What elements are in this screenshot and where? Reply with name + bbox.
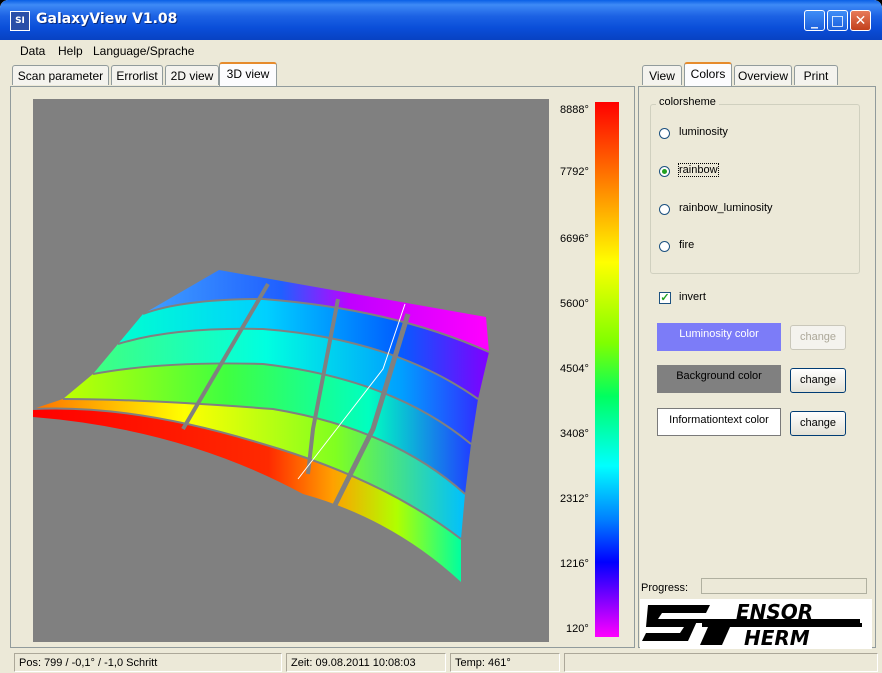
tab-print[interactable]: Print	[794, 65, 838, 85]
radio-luminosity-label[interactable]: luminosity	[679, 126, 728, 138]
tab-3d-view[interactable]: 3D view	[219, 62, 277, 86]
scale-label: 6696°	[560, 233, 589, 245]
menu-bar: Data Help Language/Sprache	[0, 40, 882, 60]
title-bar[interactable]: SI GalaxyView V1.08 _ □ ✕	[0, 0, 882, 40]
status-temperature: Temp: 461°	[450, 653, 560, 672]
background-color-swatch: Background color	[657, 365, 781, 393]
colorscheme-group	[650, 104, 860, 274]
luminosity-color-label: Luminosity color	[679, 328, 759, 340]
tab-colors[interactable]: Colors	[684, 62, 732, 86]
radio-rainbow-luminosity-label[interactable]: rainbow_luminosity	[679, 202, 773, 214]
scale-label: 8888°	[560, 104, 589, 116]
status-time: Zeit: 09.08.2011 10:08:03	[286, 653, 446, 672]
maximize-button[interactable]: □	[827, 10, 848, 31]
menu-language[interactable]: Language/Sprache	[93, 44, 195, 58]
logo-text-ensor: ENSOR	[736, 600, 813, 624]
logo-text-herm: HERM	[744, 626, 810, 649]
infotext-color-swatch: Informationtext color	[657, 408, 781, 436]
radio-fire-label[interactable]: fire	[679, 239, 695, 251]
app-icon[interactable]: SI	[10, 11, 30, 31]
radio-rainbow-label[interactable]: rainbow	[678, 163, 719, 177]
infotext-change-button[interactable]: change	[790, 411, 846, 436]
3d-view-canvas[interactable]	[32, 99, 549, 642]
tab-2d-view[interactable]: 2D view	[165, 65, 219, 85]
background-change-button[interactable]: change	[790, 368, 846, 393]
surface-row-0	[33, 408, 461, 582]
invert-checkbox[interactable]: ✓	[659, 292, 671, 304]
radio-rainbow-luminosity[interactable]	[659, 204, 670, 215]
scale-label: 2312°	[560, 493, 589, 505]
scale-label: 7792°	[560, 166, 589, 178]
surface-row-2	[63, 363, 471, 494]
status-empty	[564, 653, 878, 672]
luminosity-color-swatch: Luminosity color	[657, 323, 781, 351]
window-title: GalaxyView V1.08	[36, 11, 178, 27]
infotext-color-label: Informationtext color	[669, 414, 769, 426]
colorscheme-title: colorsheme	[656, 96, 719, 108]
menu-help[interactable]: Help	[58, 44, 83, 58]
scale-label: 3408°	[560, 428, 589, 440]
color-scale-bar	[595, 102, 619, 637]
sensortherm-logo-graphic: ENSOR HERM	[642, 600, 862, 650]
surface-row-4	[118, 299, 489, 399]
scale-label: 1216°	[560, 558, 589, 570]
status-bar: Pos: 799 / -0,1° / -1,0 Schritt Zeit: 09…	[0, 651, 882, 673]
progress-bar	[701, 578, 867, 594]
radio-rainbow[interactable]	[659, 166, 670, 177]
luminosity-change-button[interactable]: change	[790, 325, 846, 350]
menu-data[interactable]: Data	[20, 44, 46, 58]
surface-row-1	[33, 399, 465, 539]
tab-view[interactable]: View	[642, 65, 682, 85]
radio-fire[interactable]	[659, 241, 670, 252]
sensortherm-logo: ENSOR HERM	[640, 599, 872, 650]
3d-surface	[32, 270, 490, 582]
scale-label: 4504°	[560, 363, 589, 375]
background-color-label: Background color	[676, 370, 762, 382]
surface-row-5	[143, 270, 489, 352]
radio-luminosity[interactable]	[659, 128, 670, 139]
surface-row-3	[93, 328, 478, 444]
status-position: Pos: 799 / -0,1° / -1,0 Schritt	[14, 653, 282, 672]
close-button[interactable]: ✕	[850, 10, 871, 31]
tab-overview[interactable]: Overview	[734, 65, 792, 85]
progress-label: Progress:	[641, 582, 689, 594]
tab-scan-parameter[interactable]: Scan parameter	[12, 65, 109, 85]
tab-errorlist[interactable]: Errorlist	[111, 65, 163, 85]
minimize-button[interactable]: _	[804, 10, 825, 31]
scale-label: 120°	[566, 623, 589, 635]
invert-label[interactable]: invert	[679, 291, 706, 303]
scale-label: 5600°	[560, 298, 589, 310]
